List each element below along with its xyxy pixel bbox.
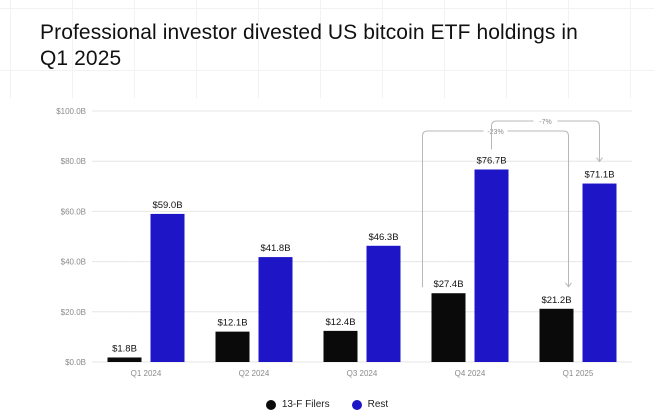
arrow-head [596,157,603,163]
change-label: -23% [487,129,503,136]
legend-item-rest[interactable]: Rest [351,399,389,410]
x-tick-label: Q1 2024 [131,369,162,378]
data-label-rest: $59.0B [152,200,182,211]
bar-13f-filers[interactable] [107,357,142,362]
y-tick-label: $100.0B [56,107,86,116]
x-tick-label: Q4 2024 [455,369,486,378]
data-label-13f-filers: $21.2B [541,295,571,306]
bar-13f-filers[interactable] [323,330,358,362]
y-tick-label: $60.0B [61,207,86,216]
x-tick-label: Q3 2024 [347,369,378,378]
x-axis-ticks: Q1 2024 Q2 2024 Q3 2024 Q4 2024 Q1 2025 [131,369,594,378]
bar-rest[interactable] [474,169,509,362]
data-label-13f-filers: $27.4B [433,279,463,290]
change-label-bg [533,116,558,126]
bar-13f-filers[interactable] [539,308,574,362]
bar-rest[interactable] [150,213,185,362]
y-axis-ticks: $0.0B $20.0B $40.0B $60.0B $80.0B $100.0B [56,107,86,367]
bar-rest[interactable] [366,245,401,362]
legend: 13-F Filers Rest [0,399,654,410]
data-label-13f-filers: $12.1B [217,318,247,329]
y-tick-label: $80.0B [61,157,86,166]
change-arrow-rest [491,120,600,162]
arrow-head [565,282,572,288]
chart-title: Professional investor divested US bitcoi… [40,21,578,70]
data-label-rest: $76.7B [476,155,506,166]
x-tick-label: Q1 2025 [563,369,594,378]
data-label-rest: $41.8B [260,243,290,254]
legend-swatch-rest [351,399,362,410]
chart-panel [0,98,654,418]
data-label-rest: $46.3B [368,232,398,243]
bars [107,169,617,362]
data-labels: $1.8B $59.0B $12.1B $41.8B $12.4B $46.3B $27.4… [112,155,614,354]
y-tick-label: $40.0B [61,258,86,267]
change-arrows: -23% -7% [422,116,603,288]
data-label-13f-filers: $1.8B [112,343,137,354]
data-label-rest: $71.1B [584,170,614,181]
legend-label-13f-filers: 13-F Filers [281,399,330,410]
x-tick-label: Q2 2024 [239,369,270,378]
legend-label-rest: Rest [367,399,389,410]
bar-rest[interactable] [258,257,293,362]
legend-item-13f-filers[interactable]: 13-F Filers [265,399,330,410]
change-label-bg [483,126,508,136]
bar-13f-filers[interactable] [215,331,250,362]
data-label-13f-filers: $12.4B [325,317,355,328]
bar-13f-filers[interactable] [431,293,466,362]
bar-rest[interactable] [582,183,617,362]
change-label: -7% [539,119,551,126]
y-tick-label: $20.0B [61,308,86,317]
y-tick-label: $0.0B [65,358,86,367]
legend-swatch-13f-filers [265,399,276,410]
